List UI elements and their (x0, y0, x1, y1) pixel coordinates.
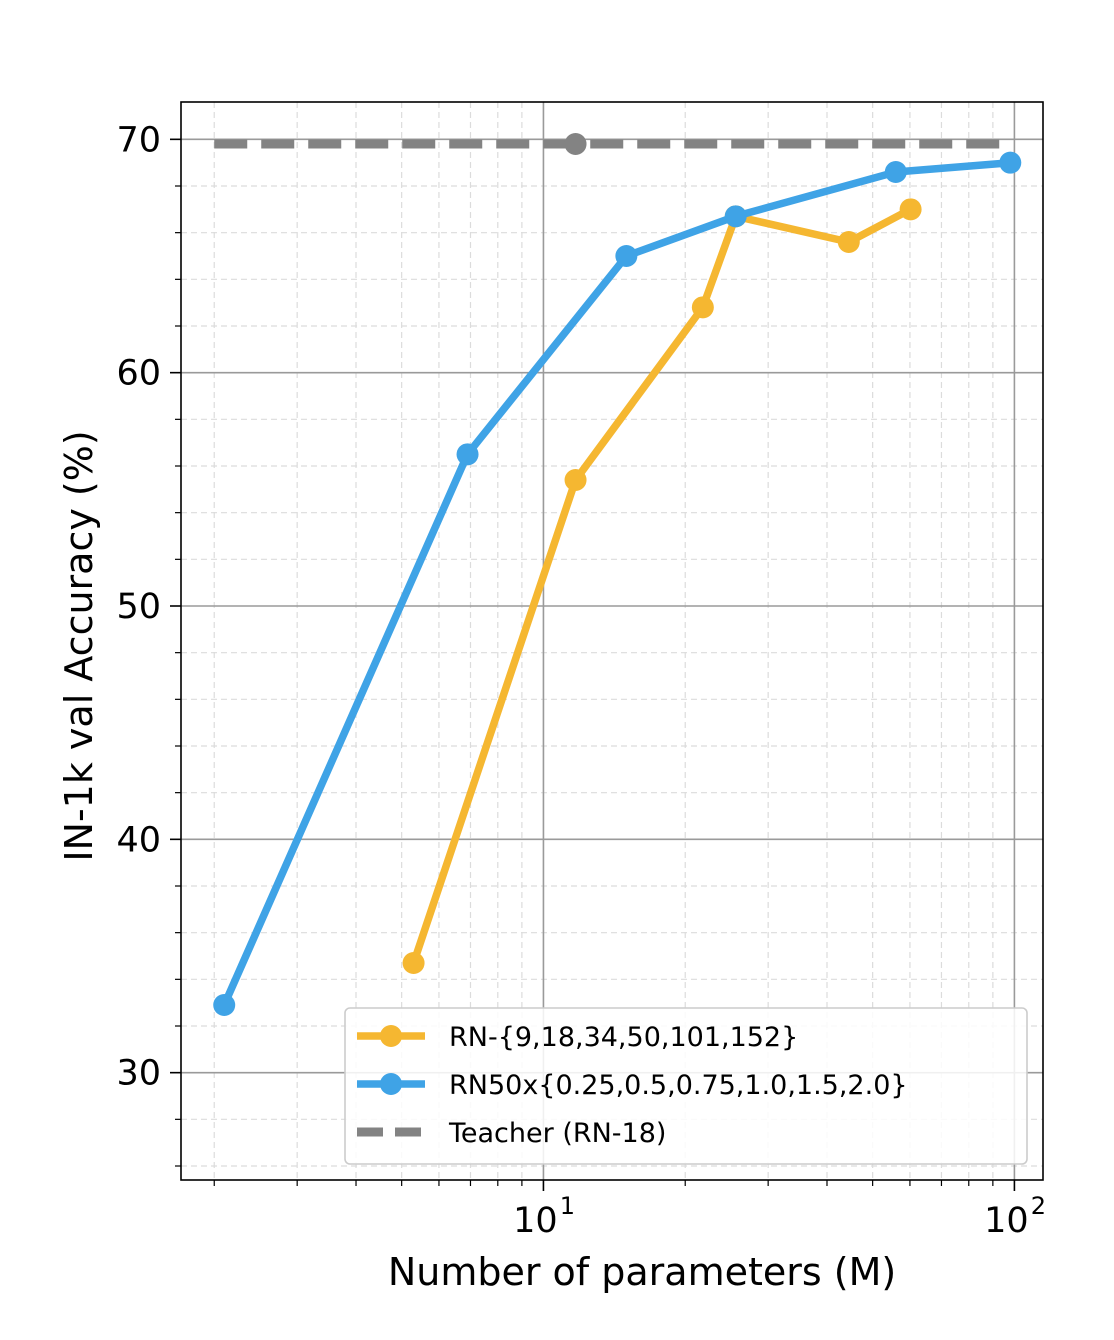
legend-label: RN-{9,18,34,50,101,152} (449, 1022, 798, 1053)
y-tick-label: 50 (116, 587, 161, 627)
series-2-line (220, 158, 1015, 1009)
x-tick-label: 10 (513, 1201, 558, 1241)
legend-handle-marker (380, 1073, 402, 1095)
legend: RN-{9,18,34,50,101,152} RN50x{0.25,0.5,0.… (344, 1007, 1028, 1165)
y-tick-label: 60 (116, 354, 161, 394)
series-layer (213, 133, 1022, 1016)
legend-handle-marker (380, 1025, 402, 1047)
x-tick-exponent: 1 (560, 1192, 575, 1220)
teacher-point (564, 133, 587, 155)
series-2-point (884, 161, 907, 183)
y-axis-label: IN-1k val Accuracy (%) (57, 430, 101, 861)
legend-label: RN50x{0.25,0.5,0.75,1.0,1.5,2.0} (449, 1070, 908, 1101)
legend-box (344, 1007, 1028, 1165)
series-1-point (564, 469, 587, 491)
series-1-point (402, 952, 425, 974)
y-tick-label: 30 (116, 1054, 161, 1094)
legend-label: Teacher (RN-18) (448, 1118, 666, 1149)
series-1-point (899, 198, 922, 221)
x-tick-exponent: 2 (1031, 1192, 1046, 1220)
series-2-point (999, 151, 1022, 174)
x-tick-label: 10 (984, 1201, 1029, 1241)
series-2-point (615, 245, 638, 267)
series-1-line (409, 205, 915, 967)
series-1-point (691, 296, 714, 319)
series-2-point (456, 443, 479, 466)
y-tick-label: 40 (116, 820, 161, 860)
x-axis-label: Number of parameters (M) (388, 1250, 896, 1294)
plot-frame (180, 101, 1044, 1181)
series-1-point (837, 231, 860, 253)
series-2-point (213, 994, 236, 1016)
series-2-point (724, 205, 747, 228)
y-tick-label: 70 (116, 120, 161, 160)
